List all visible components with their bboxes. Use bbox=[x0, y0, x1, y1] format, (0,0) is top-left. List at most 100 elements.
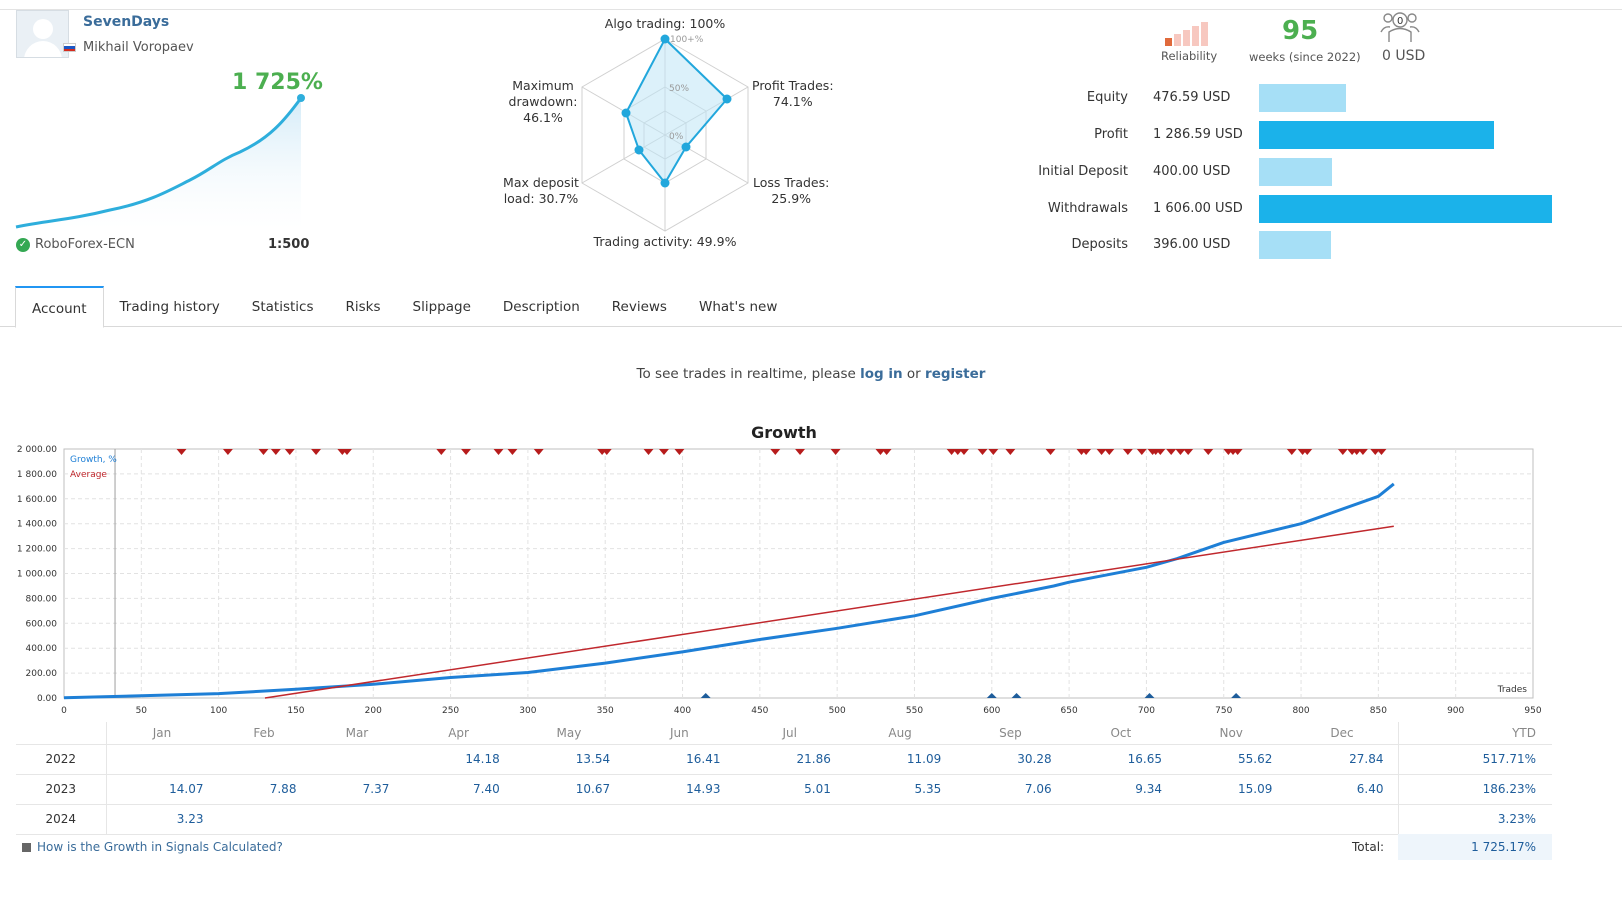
month-value bbox=[106, 744, 218, 775]
author-name-link[interactable]: Mikhail Voropaev bbox=[83, 40, 194, 55]
ytd-header: YTD bbox=[1397, 722, 1552, 745]
tab-slippage[interactable]: Slippage bbox=[412, 299, 471, 315]
month-value: 30.28 bbox=[955, 744, 1066, 775]
stat-value: 396.00 USD bbox=[1153, 237, 1231, 252]
y-tick-label: 2 000.00 bbox=[17, 445, 57, 455]
month-value bbox=[1286, 804, 1398, 835]
withdrawal-marker bbox=[795, 449, 806, 455]
month-header: Jun bbox=[624, 722, 735, 745]
register-link[interactable]: register bbox=[925, 366, 986, 382]
stat-label: Deposits bbox=[1071, 237, 1128, 252]
month-value: 6.40 bbox=[1286, 774, 1398, 805]
withdrawal-marker bbox=[601, 449, 612, 455]
broker-link[interactable]: RoboForex-ECN bbox=[35, 237, 135, 252]
weeks-label: weeks (since 2022) bbox=[1249, 50, 1361, 64]
month-value: 55.62 bbox=[1176, 744, 1287, 775]
tab-account[interactable]: Account bbox=[15, 286, 104, 328]
tab-whats-new[interactable]: What's new bbox=[698, 299, 778, 315]
growth-calculation-link[interactable]: How is the Growth in Signals Calculated? bbox=[37, 840, 283, 854]
subscribers-count: 0 bbox=[1397, 16, 1404, 27]
year-cell: 2023 bbox=[16, 774, 107, 805]
month-value: 7.37 bbox=[310, 774, 404, 805]
x-tick-label: 250 bbox=[442, 706, 459, 716]
month-header: Feb bbox=[217, 722, 311, 745]
y-tick-label: 1 600.00 bbox=[17, 495, 57, 505]
month-header: Oct bbox=[1065, 722, 1177, 745]
x-tick-label: 600 bbox=[983, 706, 1000, 716]
table-header: Jan Feb Mar Apr May Jun Jul Aug Sep Oct Nov Dec YTD bbox=[16, 722, 1552, 745]
x-tick-label: 300 bbox=[519, 706, 536, 716]
month-value: 7.40 bbox=[403, 774, 514, 805]
info-icon bbox=[22, 843, 31, 852]
growth-percent: 1 725% bbox=[232, 70, 323, 95]
radar-chart: 100+% 50% 0% bbox=[581, 34, 749, 232]
month-header: Mar bbox=[310, 722, 404, 745]
year-cell: 2024 bbox=[16, 804, 107, 835]
stat-label: Profit bbox=[1094, 127, 1128, 142]
subscribers-icon bbox=[1380, 12, 1420, 42]
month-header: Aug bbox=[844, 722, 956, 745]
stat-bar bbox=[1259, 158, 1332, 186]
monthly-growth-table: Jan Feb Mar Apr May Jun Jul Aug Sep Oct Nov Dec YTD 2… bbox=[16, 722, 1552, 835]
month-value bbox=[844, 804, 956, 835]
average-line bbox=[264, 525, 1394, 699]
y-tick-label: 400.00 bbox=[26, 644, 58, 654]
x-tick-label: 900 bbox=[1447, 706, 1464, 716]
trading-activity-label: Trading activity: 49.9% bbox=[593, 234, 737, 249]
x-tick-label: 750 bbox=[1215, 706, 1232, 716]
tab-reviews[interactable]: Reviews bbox=[611, 299, 667, 315]
month-value: 3.23 bbox=[106, 804, 218, 835]
signal-name-link[interactable]: SevenDays bbox=[83, 14, 170, 30]
max-drawdown-label: Maximum drawdown: 46.1% bbox=[508, 78, 578, 125]
withdrawal-marker bbox=[830, 449, 841, 455]
tab-description[interactable]: Description bbox=[502, 299, 580, 315]
month-value: 21.86 bbox=[734, 744, 845, 775]
month-value: 7.06 bbox=[955, 774, 1066, 805]
stat-bar bbox=[1259, 231, 1331, 259]
plot-area bbox=[63, 448, 1534, 699]
tab-bar: Account Trading history Statistics Risks… bbox=[15, 286, 793, 328]
login-link[interactable]: log in bbox=[860, 366, 903, 382]
withdrawal-marker bbox=[1104, 449, 1115, 455]
withdrawal-marker bbox=[222, 449, 233, 455]
tab-statistics[interactable]: Statistics bbox=[251, 299, 314, 315]
table-row: 2022 14.18 13.54 16.41 21.86 11.09 30.28 16.65 5… bbox=[16, 744, 1552, 775]
month-value: 9.34 bbox=[1065, 774, 1177, 805]
withdrawal-marker bbox=[1203, 449, 1214, 455]
x-tick-label: 100 bbox=[210, 706, 227, 716]
y-tick-label: 1 400.00 bbox=[17, 520, 57, 530]
stat-value: 1 606.00 USD bbox=[1153, 201, 1243, 216]
leverage: 1:500 bbox=[268, 237, 310, 252]
y-tick-label: 600.00 bbox=[26, 619, 58, 629]
x-tick-label: 400 bbox=[674, 706, 691, 716]
legend-growth: Growth, % bbox=[70, 455, 117, 465]
month-value: 16.41 bbox=[624, 744, 735, 775]
withdrawal-marker bbox=[1081, 449, 1092, 455]
withdrawal-marker bbox=[1232, 449, 1243, 455]
month-value bbox=[217, 744, 311, 775]
profit-trades-label: Profit Trades: 74.1% bbox=[752, 78, 834, 109]
avatar[interactable] bbox=[16, 10, 69, 58]
tab-risks[interactable]: Risks bbox=[345, 299, 381, 315]
withdrawal-marker bbox=[176, 449, 187, 455]
stat-bar bbox=[1259, 121, 1494, 149]
month-value bbox=[403, 804, 514, 835]
tab-trading-history[interactable]: Trading history bbox=[119, 299, 220, 315]
x-tick-label: 700 bbox=[1138, 706, 1155, 716]
legend-average: Average bbox=[70, 470, 107, 480]
withdrawal-marker bbox=[341, 449, 352, 455]
withdrawal-marker bbox=[1005, 449, 1016, 455]
y-tick-label: 1 200.00 bbox=[17, 545, 57, 555]
month-value: 14.07 bbox=[106, 774, 218, 805]
month-value bbox=[624, 804, 735, 835]
ytd-value: 186.23% bbox=[1397, 774, 1552, 805]
withdrawal-marker bbox=[1337, 449, 1348, 455]
x-tick-label: 850 bbox=[1370, 706, 1387, 716]
x-tick-label: 450 bbox=[751, 706, 768, 716]
month-value bbox=[310, 744, 404, 775]
deposit-marker bbox=[700, 693, 711, 698]
stat-value: 1 286.59 USD bbox=[1153, 127, 1243, 142]
mini-growth-chart bbox=[15, 94, 305, 230]
russia-flag-icon bbox=[63, 43, 76, 52]
month-value: 5.01 bbox=[734, 774, 845, 805]
